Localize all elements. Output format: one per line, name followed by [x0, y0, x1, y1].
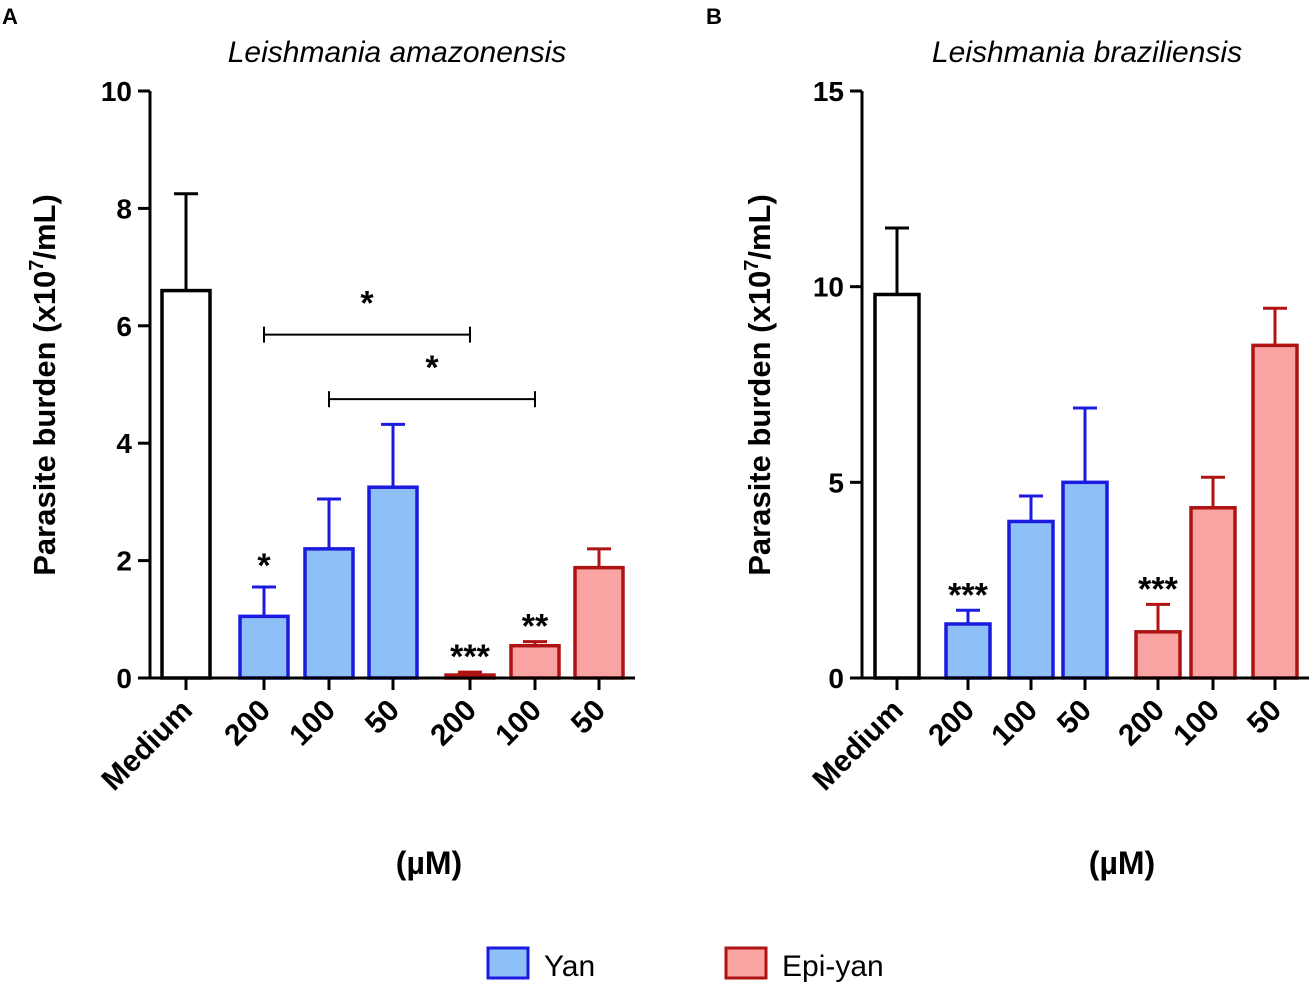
- legend-label: Yan: [544, 950, 595, 983]
- panel-b: B Leishmania braziliensis 0 5 10 15 Parasite b…: [706, 4, 1309, 881]
- bar-yan: [303, 547, 355, 680]
- y-tick-label: 5: [828, 467, 844, 498]
- x-category-label: 100: [489, 694, 548, 753]
- y-axis-title: Parasite burden (x107/mL): [741, 194, 777, 576]
- y-tick-label: 6: [116, 311, 132, 342]
- significance-marker: **: [522, 608, 549, 646]
- x-axis-unit: (µM): [1089, 845, 1155, 881]
- comparison-marker: *: [360, 285, 374, 323]
- x-category-label: 200: [1112, 694, 1171, 753]
- y-tick-label: 4: [116, 428, 132, 459]
- significance-marker: ***: [1138, 570, 1178, 608]
- x-category-label: 50: [565, 694, 612, 741]
- legend-swatch-epi-yan: [724, 946, 768, 980]
- bar-yan: [238, 614, 290, 680]
- legend-swatch-yan: [486, 946, 530, 980]
- y-tick-label: 15: [813, 76, 844, 107]
- x-category-label: 50: [1241, 694, 1288, 741]
- comparison-marker: *: [425, 349, 439, 387]
- y-axis-title: Parasite burden (x107/mL): [26, 194, 62, 576]
- bar-yan: [1061, 480, 1109, 680]
- legend: Yan Epi-yan: [486, 946, 884, 983]
- x-category-label: Medium: [806, 694, 909, 797]
- bar-control: [873, 292, 921, 680]
- chart-title: Leishmania amazonensis: [228, 36, 567, 69]
- panel-letter: A: [2, 4, 18, 29]
- panel-letter: B: [706, 4, 722, 29]
- x-category-label: 200: [922, 694, 981, 753]
- y-tick-label: 10: [101, 76, 132, 107]
- x-category-label: 100: [985, 694, 1044, 753]
- bar-yan: [367, 485, 419, 680]
- y-tick-label: 0: [828, 663, 844, 694]
- panel-a: A Leishmania amazonensis 0 2 4 6 8 10 Parasite b…: [2, 4, 635, 881]
- y-tick-label: 8: [116, 193, 132, 224]
- x-category-label: 100: [283, 694, 342, 753]
- significance-marker: ***: [948, 576, 988, 614]
- significance-marker: ***: [450, 638, 490, 676]
- x-category-label: 200: [218, 694, 277, 753]
- bar-epi: [1251, 343, 1299, 680]
- bar-epi: [1189, 506, 1237, 680]
- x-category-label: Medium: [95, 694, 198, 797]
- y-tick-label: 2: [116, 546, 132, 577]
- bar-yan: [1007, 519, 1055, 680]
- bar-yan: [944, 622, 992, 680]
- bar-epi: [1134, 630, 1182, 680]
- bar-epi: [509, 643, 561, 680]
- x-category-label: 200: [424, 694, 483, 753]
- y-tick-label: 0: [116, 663, 132, 694]
- bar-control: [160, 288, 212, 680]
- x-category-label: 50: [1051, 694, 1098, 741]
- x-category-label: 100: [1167, 694, 1226, 753]
- significance-marker: *: [257, 547, 271, 585]
- legend-label: Epi-yan: [782, 950, 884, 983]
- y-tick-label: 10: [813, 272, 844, 303]
- x-category-label: 50: [359, 694, 406, 741]
- x-axis-unit: (µM): [396, 845, 462, 881]
- bar-epi: [573, 565, 625, 680]
- chart-title: Leishmania braziliensis: [932, 36, 1242, 69]
